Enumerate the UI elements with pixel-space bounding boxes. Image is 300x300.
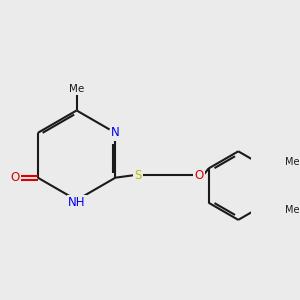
Text: S: S: [134, 169, 141, 182]
Text: Me: Me: [285, 205, 299, 214]
Text: Me: Me: [69, 84, 84, 94]
Text: O: O: [11, 171, 20, 184]
Text: O: O: [194, 169, 203, 182]
Text: Me: Me: [285, 157, 299, 166]
Text: NH: NH: [68, 196, 85, 209]
Text: N: N: [111, 126, 120, 140]
